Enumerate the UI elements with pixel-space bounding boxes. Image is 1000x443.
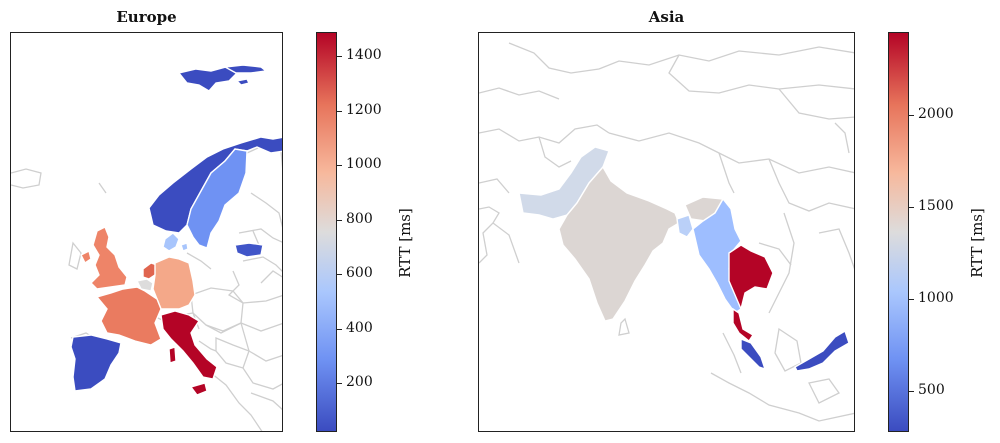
colorbar-tick-mark bbox=[337, 110, 342, 112]
colorbar-tick-mark bbox=[909, 114, 914, 116]
country-denmark bbox=[162, 232, 180, 252]
country-thailand bbox=[728, 244, 774, 312]
country-sardinia bbox=[168, 346, 177, 364]
country-svalbard bbox=[177, 66, 241, 92]
colorbar-tick-label: 400 bbox=[346, 319, 373, 336]
asia-colorbar bbox=[888, 32, 909, 432]
colorbar-tick-label: 1000 bbox=[346, 156, 382, 173]
country-bangladesh bbox=[676, 214, 694, 238]
colorbar-tick-label: 1000 bbox=[918, 290, 954, 307]
country-denmark-island bbox=[180, 242, 189, 252]
country-belgium bbox=[135, 278, 154, 292]
colorbar-tick-mark bbox=[909, 299, 914, 301]
europe-countries bbox=[70, 64, 282, 396]
asia-title: Asia bbox=[648, 8, 685, 26]
europe-map-svg bbox=[11, 64, 282, 431]
colorbar-tick-label: 1500 bbox=[918, 198, 954, 215]
country-sicily bbox=[189, 382, 208, 396]
colorbar-tick-mark bbox=[337, 274, 342, 276]
asia-borders bbox=[479, 42, 854, 422]
country-malaysia-borneo bbox=[794, 329, 850, 372]
colorbar-tick-mark bbox=[337, 328, 342, 330]
colorbar-tick-mark bbox=[337, 165, 342, 167]
country-germany bbox=[152, 256, 196, 310]
colorbar-tick-label: 1400 bbox=[346, 47, 382, 64]
country-india bbox=[558, 165, 680, 322]
colorbar-tick-label: 1200 bbox=[346, 101, 382, 118]
country-thailand-south bbox=[732, 307, 754, 343]
colorbar-tick-label: 600 bbox=[346, 265, 373, 282]
asia-map-svg bbox=[479, 42, 854, 422]
asia-colorbar-label: RTT [ms] bbox=[968, 208, 986, 278]
colorbar-tick-mark bbox=[909, 207, 914, 209]
country-malaysia-peninsula bbox=[740, 337, 767, 371]
europe-colorbar bbox=[316, 32, 337, 432]
country-sweden bbox=[186, 148, 248, 249]
country-svalbard-east bbox=[222, 64, 268, 74]
colorbar-tick-mark bbox=[337, 383, 342, 385]
country-norway bbox=[148, 136, 282, 234]
colorbar-tick-label: 500 bbox=[918, 382, 945, 399]
country-uk bbox=[90, 226, 128, 290]
colorbar-tick-label: 2000 bbox=[918, 105, 954, 122]
colorbar-tick-label: 200 bbox=[346, 374, 373, 391]
asia-countries bbox=[518, 146, 850, 372]
country-estonia bbox=[234, 242, 264, 258]
country-svalbard-small bbox=[235, 78, 251, 86]
country-france bbox=[95, 286, 162, 346]
europe-borders bbox=[11, 142, 282, 431]
colorbar-tick-mark bbox=[337, 219, 342, 221]
country-italy bbox=[160, 310, 218, 380]
country-spain bbox=[70, 334, 122, 392]
europe-colorbar-label: RTT [ms] bbox=[396, 208, 414, 278]
country-northern-ireland bbox=[80, 249, 92, 265]
europe-map bbox=[10, 32, 283, 432]
colorbar-tick-label: 800 bbox=[346, 210, 373, 227]
europe-title: Europe bbox=[116, 8, 177, 26]
asia-map bbox=[478, 32, 855, 432]
colorbar-tick-mark bbox=[337, 56, 342, 58]
colorbar-tick-mark bbox=[909, 391, 914, 393]
